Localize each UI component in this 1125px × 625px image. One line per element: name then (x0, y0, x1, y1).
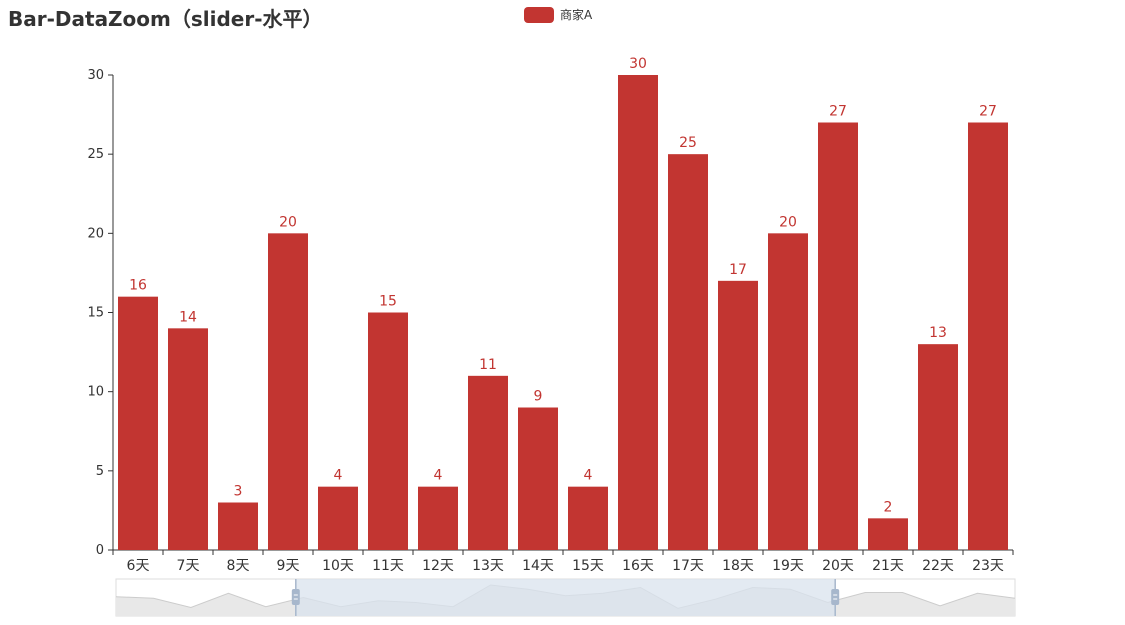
x-tick-label: 9天 (277, 558, 300, 574)
data-label: 9 (534, 389, 543, 405)
data-label: 11 (479, 357, 497, 373)
bar[interactable] (368, 312, 408, 551)
data-label: 15 (379, 294, 397, 310)
legend-swatch[interactable] (524, 6, 554, 23)
data-label: 16 (129, 278, 147, 294)
bar[interactable] (168, 328, 208, 550)
datazoom-handle[interactable] (291, 589, 300, 605)
y-tick-label: 0 (96, 543, 104, 558)
x-tick-label: 19天 (772, 558, 804, 574)
y-tick-label: 25 (87, 147, 104, 162)
bar[interactable] (768, 233, 808, 551)
x-tick-label: 18天 (722, 558, 754, 574)
chart-title: Bar-DataZoom（slider-水平） (8, 7, 323, 31)
data-label: 20 (279, 214, 297, 230)
bar[interactable] (418, 486, 458, 550)
bar[interactable] (518, 407, 558, 551)
y-tick-label: 5 (96, 464, 104, 479)
data-label: 27 (829, 104, 847, 120)
x-tick-label: 8天 (227, 558, 250, 574)
bar[interactable] (118, 296, 158, 550)
data-label: 30 (629, 56, 647, 72)
y-tick-label: 10 (87, 385, 104, 400)
data-label: 4 (434, 468, 443, 484)
x-tick-label: 15天 (572, 558, 604, 574)
legend[interactable]: 商家A (524, 6, 592, 23)
data-label: 2 (884, 499, 893, 515)
datazoom-handle[interactable] (831, 589, 840, 605)
bar[interactable] (218, 502, 258, 551)
x-tick-label: 21天 (872, 558, 904, 574)
y-tick-label: 15 (87, 306, 104, 321)
bar[interactable] (618, 75, 658, 550)
bar[interactable] (918, 344, 958, 550)
y-tick-label: 30 (87, 68, 104, 83)
bar[interactable] (268, 233, 308, 551)
data-label: 4 (584, 468, 593, 484)
bar[interactable] (468, 375, 508, 550)
data-label: 25 (679, 135, 697, 151)
x-tick-label: 16天 (622, 558, 654, 574)
x-tick-label: 10天 (322, 558, 354, 574)
bar[interactable] (868, 518, 908, 550)
x-tick-label: 7天 (177, 558, 200, 574)
x-tick-label: 20天 (822, 558, 854, 574)
data-label: 20 (779, 214, 797, 230)
data-label: 14 (179, 309, 197, 325)
x-tick-label: 17天 (672, 558, 704, 574)
x-tick-label: 23天 (972, 558, 1004, 574)
bar[interactable] (818, 122, 858, 551)
bar[interactable] (718, 280, 758, 550)
datazoom-selected-window[interactable] (295, 579, 836, 616)
data-label: 27 (979, 104, 997, 120)
bar[interactable] (318, 486, 358, 550)
bar[interactable] (568, 486, 608, 550)
bar[interactable] (968, 122, 1008, 551)
x-tick-label: 14天 (522, 558, 554, 574)
data-label: 17 (729, 262, 747, 278)
x-tick-label: 22天 (922, 558, 954, 574)
x-tick-label: 13天 (472, 558, 504, 574)
x-tick-label: 6天 (127, 558, 150, 574)
data-label: 4 (334, 468, 343, 484)
data-label: 3 (234, 484, 243, 500)
bar[interactable] (668, 154, 708, 550)
x-tick-label: 11天 (372, 558, 404, 574)
y-tick-label: 20 (87, 226, 104, 241)
x-tick-label: 12天 (422, 558, 454, 574)
legend-entry-label[interactable]: 商家A (560, 8, 593, 22)
data-label: 13 (929, 325, 947, 341)
